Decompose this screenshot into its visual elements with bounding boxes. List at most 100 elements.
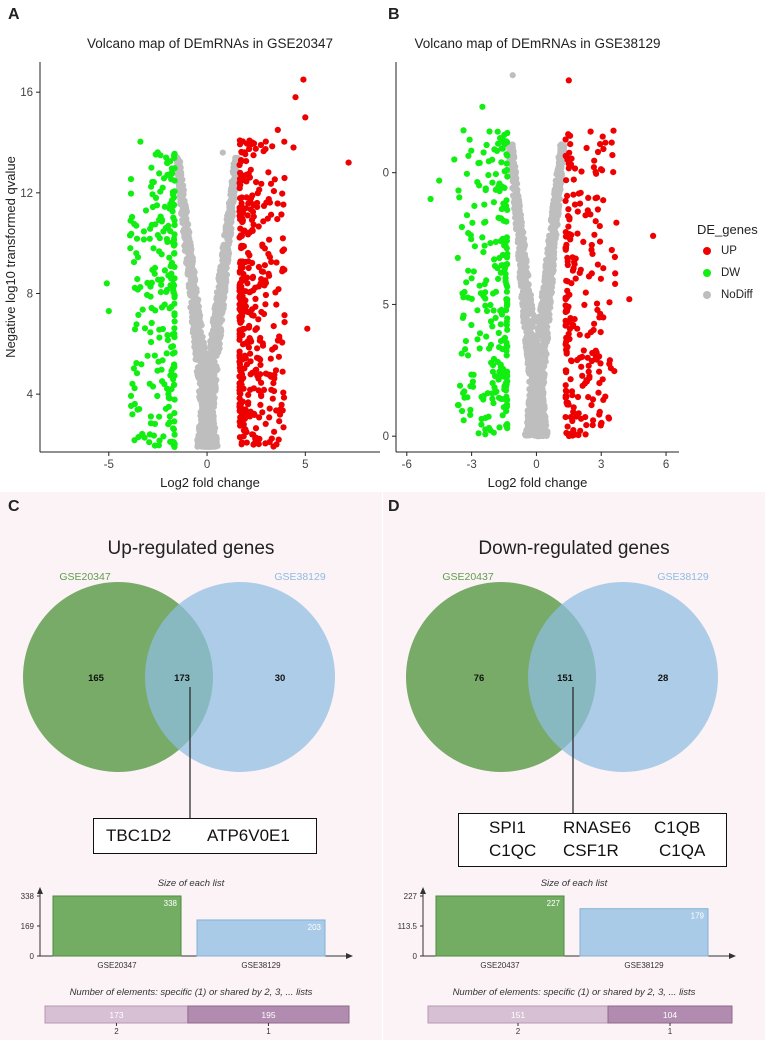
point-dw <box>503 408 510 415</box>
point-dw <box>147 413 154 420</box>
point-up <box>259 409 266 416</box>
point-nodiff <box>524 308 531 315</box>
list-size-value: 179 <box>691 912 705 921</box>
point-up <box>610 127 617 134</box>
point-up <box>237 258 244 265</box>
point-nodiff <box>534 346 541 354</box>
x-tick-label: -6 <box>402 459 412 471</box>
point-dw <box>148 339 155 346</box>
point-dw <box>127 245 134 252</box>
point-up <box>591 320 598 327</box>
point-up <box>281 312 288 319</box>
region-count-intersection: 173 <box>174 673 190 684</box>
point-nodiff <box>212 304 219 311</box>
point-up <box>570 427 577 434</box>
y-tick-label: 0 <box>383 431 389 443</box>
list-size-bar <box>52 895 182 957</box>
point-up <box>271 375 278 382</box>
point-up <box>238 157 245 164</box>
point-dw <box>160 433 167 440</box>
point-dw <box>146 439 153 446</box>
gene-label: TBC1D2 <box>106 826 172 845</box>
point-dw <box>459 407 466 415</box>
point-dw <box>470 371 477 378</box>
point-up <box>242 406 249 413</box>
point-dw <box>161 203 168 210</box>
point-nodiff <box>526 325 534 332</box>
point-up <box>588 241 595 249</box>
point-up <box>258 180 265 187</box>
point-dw <box>467 411 474 418</box>
point-dw <box>137 138 144 145</box>
point-up <box>243 140 251 147</box>
point-up <box>613 219 620 226</box>
point-dw <box>463 279 470 286</box>
point-up <box>568 358 575 365</box>
point-nodiff <box>543 339 550 346</box>
point-dw <box>503 373 511 380</box>
point-up <box>236 333 243 340</box>
point-up <box>568 388 576 395</box>
shared-value: 104 <box>663 1010 677 1020</box>
point-up <box>237 195 244 202</box>
point-dw <box>140 236 147 243</box>
point-up <box>240 243 247 250</box>
bar-y-arrow <box>37 887 43 894</box>
point-up <box>279 268 286 275</box>
point-nodiff <box>531 404 538 411</box>
point-up <box>253 325 260 332</box>
shared-label: 1 <box>668 1027 673 1036</box>
bar-y-tick-label: 113.5 <box>398 922 418 931</box>
point-dw <box>463 212 471 219</box>
point-nodiff <box>211 340 219 347</box>
point-up <box>257 334 264 342</box>
point-up <box>626 296 633 303</box>
point-up <box>562 322 569 329</box>
point-dw <box>504 206 511 213</box>
point-up <box>266 405 273 412</box>
point-up <box>255 387 262 394</box>
point-dw <box>171 431 178 438</box>
shared-value: 151 <box>511 1010 525 1020</box>
point-up <box>256 414 263 421</box>
panel-label-a: A <box>8 6 20 23</box>
point-up <box>252 435 259 443</box>
point-dw <box>133 250 140 257</box>
point-dw <box>152 194 160 201</box>
point-dw <box>148 319 155 327</box>
point-up <box>590 417 597 424</box>
point-dw <box>171 418 178 425</box>
point-nodiff <box>177 184 184 192</box>
point-up <box>280 246 288 253</box>
point-dw <box>149 383 157 390</box>
point-up <box>583 378 590 385</box>
x-axis-label: Log2 fold change <box>160 475 260 490</box>
point-dw <box>169 331 176 338</box>
point-dw <box>170 282 178 289</box>
point-dw <box>480 149 487 156</box>
point-nodiff <box>515 210 522 217</box>
point-nodiff <box>205 441 212 449</box>
point-up <box>260 268 267 275</box>
point-dw <box>127 392 135 399</box>
shared-title: Number of elements: specific (1) or shar… <box>453 987 696 998</box>
point-up <box>600 145 607 153</box>
point-dw <box>481 219 488 226</box>
x-tick-label: 3 <box>598 459 604 471</box>
point-nodiff <box>208 414 215 422</box>
point-dw <box>156 437 163 444</box>
point-up <box>237 170 244 177</box>
point-up <box>594 261 601 268</box>
point-up <box>602 139 609 146</box>
point-nodiff <box>540 419 547 426</box>
point-nodiff <box>525 368 532 375</box>
point-up <box>243 411 250 418</box>
point-up <box>237 268 244 275</box>
point-up <box>281 319 288 326</box>
point-nodiff <box>539 344 546 351</box>
shared-value: 173 <box>109 1010 123 1020</box>
point-up <box>292 94 299 101</box>
gene-label: C1QA <box>659 841 706 860</box>
point-up <box>593 300 601 307</box>
point-dw <box>171 312 178 319</box>
